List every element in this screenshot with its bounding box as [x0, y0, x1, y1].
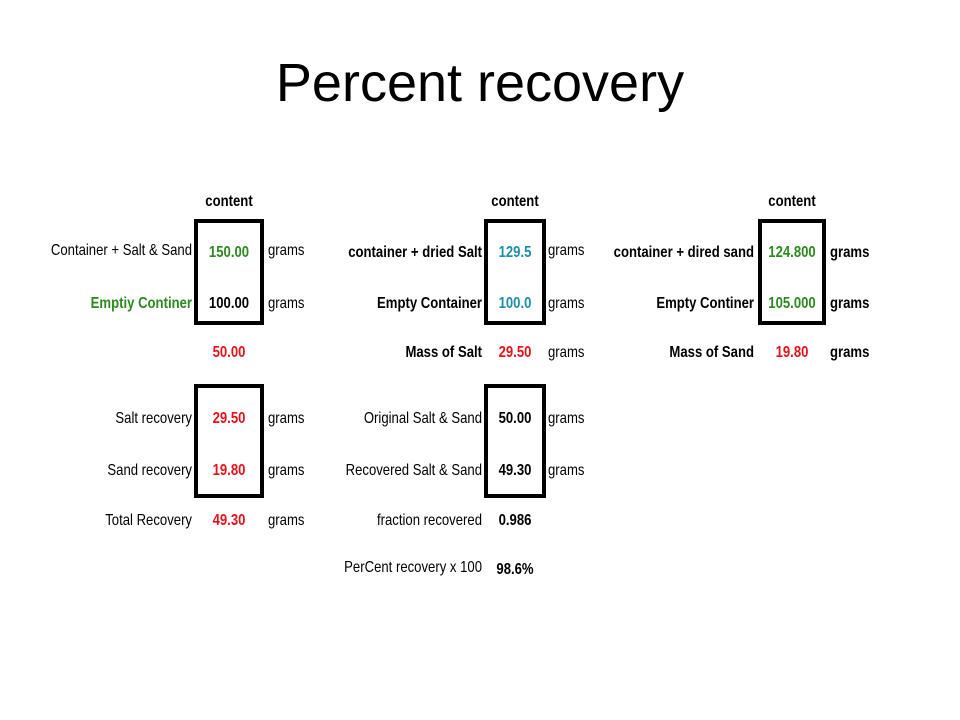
value-box: [484, 384, 546, 498]
row-label: Sand recovery: [107, 462, 192, 479]
unit-label: grams: [830, 295, 870, 312]
row-value: 19.80: [212, 462, 246, 479]
row-label: Original Salt & Sand: [363, 410, 482, 427]
value-box: [194, 219, 264, 325]
row-label: PerCent recovery x 100: [344, 559, 482, 576]
row-value: 98.6%: [496, 561, 534, 578]
unit-label: grams: [548, 295, 585, 312]
row-label: container + dired sand: [613, 244, 754, 261]
row-label: Empty Continer: [656, 295, 754, 312]
unit-label: grams: [268, 410, 305, 427]
row-label: container + dried Salt: [348, 244, 482, 261]
value-box: [484, 219, 546, 325]
row-value: 49.30: [498, 462, 532, 479]
row-value: 29.50: [212, 410, 246, 427]
unit-label: grams: [548, 410, 585, 427]
row-value: 100.00: [208, 295, 250, 312]
row-label: Mass of Salt: [405, 344, 482, 361]
row-label: Mass of Sand: [669, 344, 754, 361]
unit-label: grams: [548, 462, 585, 479]
row-label: Emptiy Continer: [90, 295, 192, 312]
content-header: content: [205, 193, 253, 210]
row-value: 100.0: [498, 295, 532, 312]
row-value: 129.5: [498, 244, 532, 261]
row-label: fraction recovered: [376, 512, 482, 529]
value-box: [194, 384, 264, 498]
row-value: 150.00: [208, 244, 250, 261]
unit-label: grams: [548, 344, 585, 361]
row-label: Salt recovery: [115, 410, 192, 427]
unit-label: grams: [830, 344, 870, 361]
row-label: Recovered Salt & Sand: [345, 462, 482, 479]
row-value: 19.80: [775, 344, 809, 361]
difference-value: 50.00: [212, 344, 246, 361]
row-value: 29.50: [498, 344, 532, 361]
page-title: Percent recovery: [275, 53, 685, 113]
row-value: 49.30: [212, 512, 246, 529]
unit-label: grams: [268, 462, 305, 479]
row-label: Container + Salt & Sand: [50, 242, 193, 259]
unit-label: grams: [830, 244, 870, 261]
content-header: content: [491, 193, 539, 210]
unit-label: grams: [268, 512, 305, 529]
row-value: 124.800: [768, 244, 816, 261]
row-value: 50.00: [498, 410, 532, 427]
unit-label: grams: [268, 242, 305, 259]
row-value: 0.986: [498, 512, 532, 529]
row-label: Empty Container: [377, 295, 482, 312]
unit-label: grams: [548, 242, 585, 259]
value-box: [758, 219, 826, 325]
content-header: content: [768, 193, 816, 210]
row-label: Total Recovery: [105, 512, 192, 529]
row-value: 105.000: [768, 295, 816, 312]
unit-label: grams: [268, 295, 305, 312]
